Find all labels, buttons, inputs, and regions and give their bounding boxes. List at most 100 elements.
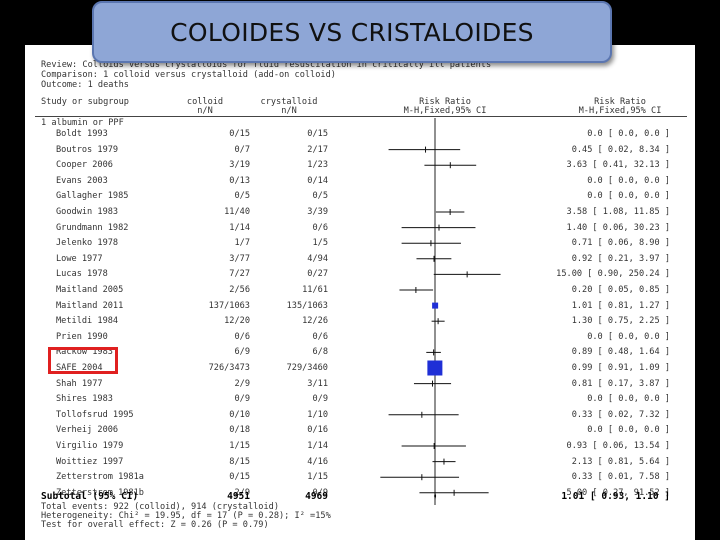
crystalloid-count: 0/14	[307, 175, 328, 186]
subgroup-label: 1 albumin or PPF	[41, 118, 124, 128]
header-colloid: colloid	[186, 97, 224, 107]
crystalloid-count: 0/6	[312, 222, 328, 233]
risk-ratio-text: 0.0 [ 0.0, 0.0 ]	[587, 191, 670, 202]
risk-ratio-text: 0.92 [ 0.21, 3.97 ]	[571, 253, 670, 264]
crystalloid-count: 3/39	[307, 207, 328, 217]
study-name: Zetterstrom 1981b	[56, 487, 144, 498]
crystalloid-count: 1/23	[307, 160, 328, 171]
crystalloid-count: 6/8	[312, 347, 328, 358]
study-name: Maitland 2005	[56, 285, 124, 295]
header-rr-text: Risk Ratio	[594, 97, 646, 107]
risk-ratio-text: 0.89 [ 0.48, 1.64 ]	[571, 347, 670, 358]
colloid-count: 7/27	[229, 269, 250, 280]
study-name: Boldt 1993	[56, 129, 108, 139]
slide-title-box: COLOIDES VS CRISTALOIDES	[92, 1, 612, 63]
crystalloid-count: 11/61	[302, 285, 328, 295]
colloid-count: 11/40	[224, 207, 250, 217]
comparison-line: Comparison: 1 colloid versus crystalloid…	[41, 70, 336, 80]
subtotal-diamond	[434, 492, 437, 500]
header-divider	[35, 116, 687, 117]
risk-ratio-text: 0.81 [ 0.17, 3.87 ]	[571, 378, 670, 389]
colloid-count: 0/7	[234, 144, 250, 155]
colloid-count: 0/13	[229, 175, 250, 186]
risk-ratio-text: 0.0 [ 0.0, 0.0 ]	[587, 175, 670, 186]
study-name: Metildi 1984	[56, 316, 119, 327]
footnote-events: Total events: 922 (colloid), 914 (crysta…	[41, 502, 279, 512]
risk-ratio-text: 1.40 [ 0.06, 30.23 ]	[566, 222, 670, 233]
highlight-box-safe-2004	[48, 347, 118, 374]
colloid-count: 6/9	[234, 347, 250, 358]
colloid-count: 2/9	[234, 378, 250, 389]
colloid-count: 1/15	[229, 441, 250, 451]
colloid-count: 0/9	[234, 394, 250, 405]
crystalloid-count: 1/5	[312, 238, 328, 249]
risk-ratio-text: 0.0 [ 0.0, 0.0 ]	[587, 394, 670, 405]
header-crystalloid: crystalloid	[260, 97, 318, 107]
header-rr-text-method: M-H,Fixed,95% CI	[578, 106, 662, 116]
crystalloid-count: 2/17	[307, 144, 328, 155]
colloid-count: 0/6	[234, 331, 250, 342]
colloid-count: 0/5	[234, 191, 250, 202]
subtotal-colloid: 4951	[227, 491, 250, 502]
study-name: Prien 1990	[56, 331, 108, 342]
point-estimate-box	[427, 360, 443, 376]
crystalloid-count: 0/27	[307, 269, 328, 280]
colloid-count: 12/20	[224, 316, 250, 327]
risk-ratio-text: 0.33 [ 0.01, 7.58 ]	[571, 472, 670, 483]
colloid-count: 0/10	[229, 409, 250, 420]
risk-ratio-text: 0.71 [ 0.06, 8.90 ]	[571, 238, 670, 249]
outcome-line: Outcome: 1 deaths	[41, 80, 129, 90]
footnote-heterogeneity: Heterogeneity: Chi² = 19.95, df = 17 (P …	[41, 511, 331, 521]
subtotal-label: Subtotal (95% CI)	[41, 491, 139, 502]
risk-ratio-text: 1.01 [ 0.81, 1.27 ]	[571, 300, 670, 311]
slide-title: COLOIDES VS CRISTALOIDES	[170, 17, 534, 47]
colloid-count: 2/56	[229, 285, 250, 295]
colloid-count: 8/15	[229, 456, 250, 467]
header-colloid-nn: n/N	[197, 106, 213, 116]
crystalloid-count: 1/10	[307, 409, 328, 420]
colloid-count: 3/77	[229, 253, 250, 264]
risk-ratio-text: 3.63 [ 0.41, 32.13 ]	[566, 160, 670, 171]
risk-ratio-text: 0.20 [ 0.05, 0.85 ]	[571, 285, 670, 295]
crystalloid-count: 0/6	[312, 331, 328, 342]
footnote-overall-effect: Test for overall effect: Z = 0.26 (P = 0…	[41, 520, 269, 530]
colloid-count: 137/1063	[208, 300, 250, 311]
risk-ratio-text: 5.00 [ 0.27, 91.52 ]	[566, 487, 670, 498]
colloid-count: 3/19	[229, 160, 250, 171]
study-name: Shires 1983	[56, 394, 113, 405]
crystalloid-count: 729/3460	[286, 363, 328, 373]
forest-plot-panel	[25, 45, 695, 540]
study-name: SAFE 2004	[56, 363, 103, 373]
subtotal-crystalloid: 4969	[305, 491, 328, 502]
risk-ratio-text: 2.13 [ 0.81, 5.64 ]	[571, 456, 670, 467]
study-name: Cooper 2006	[56, 160, 113, 171]
risk-ratio-text: 15.00 [ 0.90, 250.24 ]	[556, 269, 670, 280]
colloid-count: 1/7	[234, 238, 250, 249]
risk-ratio-text: 3.58 [ 1.08, 11.85 ]	[566, 207, 670, 217]
study-name: Gallagher 1985	[56, 191, 129, 202]
study-name: Lowe 1977	[56, 253, 103, 264]
study-name: Woittiez 1997	[56, 456, 124, 467]
risk-ratio-text: 0.0 [ 0.0, 0.0 ]	[587, 129, 670, 139]
colloid-count: 0/18	[229, 425, 250, 436]
crystalloid-count: 4/94	[307, 253, 328, 264]
crystalloid-count: 4/16	[307, 456, 328, 467]
study-name: Tollofsrud 1995	[56, 409, 134, 420]
risk-ratio-text: 0.45 [ 0.02, 8.34 ]	[571, 144, 670, 155]
study-name: Shah 1977	[56, 378, 103, 389]
colloid-count: 1/14	[229, 222, 250, 233]
crystalloid-count: 12/26	[302, 316, 328, 327]
header-risk-ratio: Risk Ratio	[419, 97, 471, 107]
colloid-count: 0/15	[229, 472, 250, 483]
study-name: Lucas 1978	[56, 269, 108, 280]
header-risk-ratio-method: M-H,Fixed,95% CI	[403, 106, 487, 116]
subtotal-rr-text: 1.01 [ 0.93, 1.10 ]	[561, 491, 670, 502]
crystalloid-count: 0/16	[307, 425, 328, 436]
header-study: Study or subgroup	[41, 97, 129, 107]
crystalloid-count: 0/9	[312, 394, 328, 405]
crystalloid-count: 1/14	[307, 441, 328, 451]
study-name: Maitland 2011	[56, 300, 124, 311]
crystalloid-count: 1/15	[307, 472, 328, 483]
study-name: Rackow 1983	[56, 347, 113, 358]
